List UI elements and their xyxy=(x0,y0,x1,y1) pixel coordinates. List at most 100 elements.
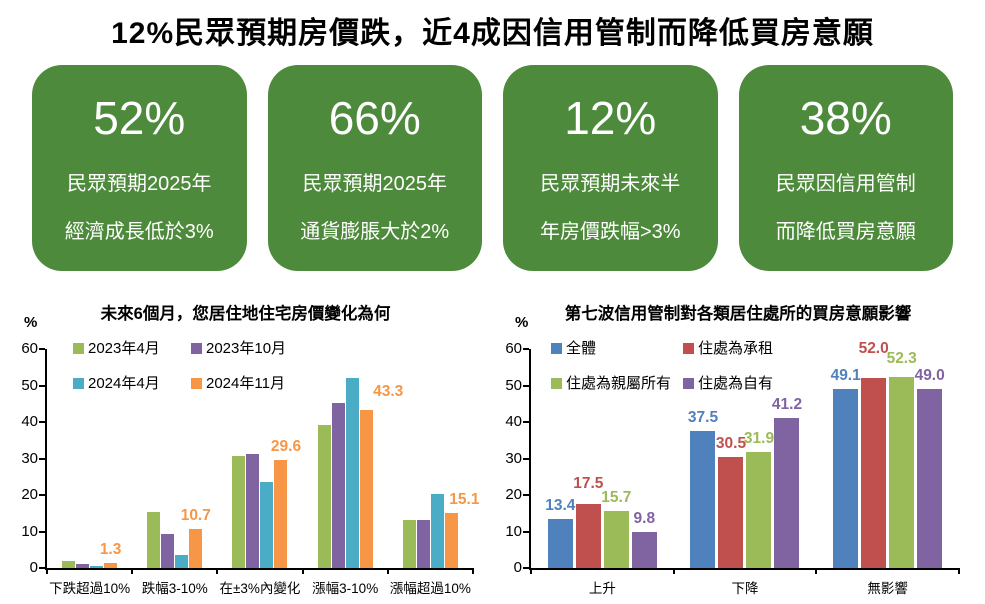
x-axis-tick-mark xyxy=(472,568,474,574)
chart-title: 第七波信用管制對各類居住處所的買房意願影響 xyxy=(564,305,912,323)
stat-card-value: 52% xyxy=(93,92,186,144)
bar-series0-cat3 xyxy=(317,424,331,568)
bar-series1-cat0 xyxy=(575,504,601,568)
legend-swatch xyxy=(191,378,202,389)
x-axis-category-label: 在±3%內變化 xyxy=(219,581,301,596)
y-axis-tick-label: 20 xyxy=(505,486,522,503)
legend-item: 全體 xyxy=(551,341,683,356)
bar-series0-cat2 xyxy=(232,455,246,568)
y-axis-tick-mark xyxy=(39,530,45,533)
chart-house-price-expectation: 未來6個月，您居住地住宅房價變化為何 % 2023年4月 2023年10月 2024… xyxy=(0,295,491,604)
x-axis-category-label: 無影響 xyxy=(867,581,908,596)
legend-item: 2023年10月 xyxy=(191,341,286,356)
x-axis-category-label: 下降 xyxy=(731,581,759,596)
bar-series3-cat2 xyxy=(274,459,288,568)
legend-label: 全體 xyxy=(566,340,597,357)
x-axis-category-label: 跌幅3-10% xyxy=(141,581,208,596)
bar-series3-cat0 xyxy=(631,532,657,568)
legend-swatch xyxy=(683,343,694,354)
stat-card-inflation: 66% 民眾預期2025年 通貨膨脹大於2% xyxy=(267,65,482,271)
stat-card-line1: 民眾預期未來半 xyxy=(540,173,681,195)
bar-group: 29.6 xyxy=(217,349,302,568)
legend-item: 住處為承租 xyxy=(683,341,773,356)
bar-series3-cat1 xyxy=(774,417,800,568)
y-axis-tick-label: 30 xyxy=(21,449,38,467)
x-axis-tick-mark xyxy=(301,568,304,574)
stat-card-gdp: 52% 民眾預期2025年 經濟成長低於3% xyxy=(32,65,247,271)
bar-series0-cat4 xyxy=(402,520,416,568)
y-axis-tick-mark xyxy=(523,494,529,496)
y-axis-tick-mark xyxy=(523,421,529,423)
y-axis-tick-label: 50 xyxy=(505,376,522,394)
stat-card-line2: 通貨膨脹大於2% xyxy=(300,221,450,243)
legend-item: 2024年4月 xyxy=(73,376,191,391)
y-axis-unit-label: % xyxy=(24,314,38,331)
y-axis-tick-mark xyxy=(523,567,529,569)
stat-card-value: 12% xyxy=(564,92,657,144)
y-axis-tick-label: 30 xyxy=(505,449,522,467)
stat-card-line1: 民眾因信用管制 xyxy=(775,173,916,195)
chart-title: 未來6個月，您居住地住宅房價變化為何 xyxy=(100,305,391,323)
y-axis-tick-mark xyxy=(39,384,45,387)
x-axis-tick-mark xyxy=(216,568,219,574)
y-axis-tick-mark xyxy=(523,348,529,350)
stat-card-value: 66% xyxy=(328,92,421,144)
bar-value-label: 31.9 xyxy=(743,429,775,447)
bar-series3-cat4 xyxy=(444,512,458,568)
bar-value-label: 10.7 xyxy=(180,506,211,524)
stat-card-line2: 經濟成長低於3% xyxy=(64,221,214,243)
bar-group: 10.7 xyxy=(132,349,217,568)
y-axis-tick-label: 10 xyxy=(505,522,522,540)
x-axis-category-label: 漲幅超過10% xyxy=(389,581,471,596)
x-axis-tick-mark xyxy=(958,568,960,574)
legend-label: 2023年10月 xyxy=(206,340,287,357)
stat-card-house-price: 12% 民眾預期未來半 年房價跌幅>3% xyxy=(503,65,718,271)
stat-card-credit-control: 38% 民眾因信用管制 而降低買房意願 xyxy=(738,65,953,271)
legend-swatch xyxy=(551,378,562,389)
bar-series2-cat2 xyxy=(889,377,915,568)
stat-card-line1: 民眾預期2025年 xyxy=(302,173,448,195)
y-axis-tick-mark xyxy=(39,567,45,569)
legend-label: 住處為自有 xyxy=(698,375,774,392)
y-axis-tick-label: 40 xyxy=(21,413,38,430)
page-title: 12%民眾預期房價跌，近4成因信用管制而降低買房意願 xyxy=(111,17,874,50)
bar-series0-cat2 xyxy=(833,388,859,568)
bar-group: 1.3 xyxy=(47,349,132,568)
bar-series2-cat1 xyxy=(746,451,772,568)
y-axis-unit-label: % xyxy=(515,314,529,331)
bar-series1-cat2 xyxy=(861,378,887,568)
plot-area: 0 10 20 30 40 50 60 上升 13.4 17.5 15.7 9.8 下降 37.5 30.5… xyxy=(505,340,960,596)
y-axis-tick-label: 50 xyxy=(21,376,38,394)
y-axis-tick-label: 60 xyxy=(21,340,38,357)
bar-series1-cat1 xyxy=(161,533,175,568)
legend-swatch xyxy=(73,378,84,389)
stat-card-value: 38% xyxy=(799,92,892,144)
bar-series0-cat0 xyxy=(62,561,76,568)
bar-value-label: 30.5 xyxy=(715,434,747,452)
x-axis-category-label: 上升 xyxy=(588,581,616,596)
x-axis-tick-mark xyxy=(672,568,675,574)
bar-series3-cat1 xyxy=(189,528,203,568)
legend-item: 住處為親屬所有 xyxy=(551,376,683,391)
bar-value-label: 9.8 xyxy=(633,510,656,528)
bar-series1-cat4 xyxy=(416,520,430,568)
bar-group: 49.1 52.0 52.3 49.0 xyxy=(816,340,959,568)
legend-item: 2024年11月 xyxy=(191,376,286,391)
bar-series1-cat2 xyxy=(246,453,260,568)
bar-series3-cat3 xyxy=(359,409,373,568)
bar-group: 15.1 xyxy=(388,349,479,568)
bar-series2-cat0 xyxy=(90,565,104,568)
x-axis-tick-mark xyxy=(386,568,389,574)
bar-value-label: 41.2 xyxy=(771,395,803,413)
legend-label: 2024年4月 xyxy=(88,375,160,392)
y-axis-tick-mark xyxy=(39,421,45,423)
x-axis-tick-mark xyxy=(46,568,48,574)
x-axis-category-label: 漲幅3-10% xyxy=(312,581,379,596)
bar-series2-cat4 xyxy=(430,494,444,568)
y-axis-tick-mark xyxy=(39,348,45,350)
bar-value-label: 15.7 xyxy=(601,488,632,506)
y-axis-tick-label: 0 xyxy=(513,559,522,576)
plot-area: 0 10 20 30 40 50 60 下跌超過10% 1.3 跌幅3-10% 10.7 在±3%內變… xyxy=(21,340,479,596)
bar-value-label: 17.5 xyxy=(573,475,604,493)
legend-swatch xyxy=(683,378,694,389)
